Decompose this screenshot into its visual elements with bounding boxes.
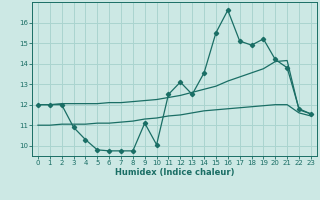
X-axis label: Humidex (Indice chaleur): Humidex (Indice chaleur) (115, 168, 234, 177)
